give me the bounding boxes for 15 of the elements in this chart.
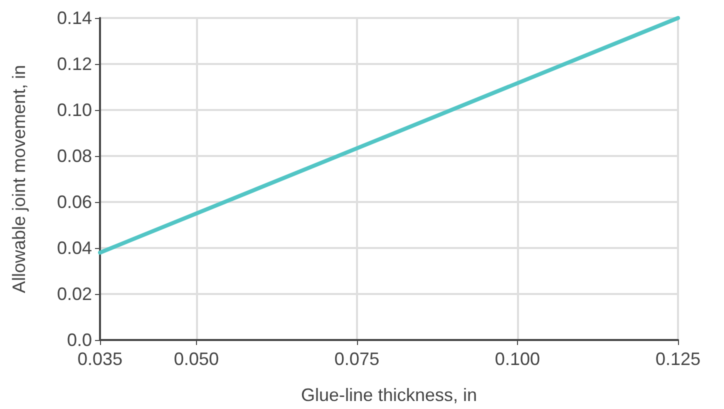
y-tick-label: 0.02 [56, 284, 92, 304]
x-tick-label: 0.050 [174, 349, 219, 369]
y-tick-label: 0.08 [56, 146, 92, 166]
y-tick-label: 0.04 [56, 238, 92, 258]
x-tick-label: 0.075 [334, 349, 380, 369]
y-tick-label: 0.10 [56, 100, 92, 120]
y-tick-label: 0.06 [56, 192, 92, 212]
x-tick-label: 0.125 [655, 349, 701, 369]
y-tick-label: 0.12 [56, 54, 92, 74]
y-tick-label: 0.0 [66, 330, 92, 350]
x-tick-label: 0.100 [494, 349, 540, 369]
x-tick-label: 0.035 [77, 349, 123, 369]
y-tick-label: 0.14 [56, 8, 92, 28]
y-axis-title: Allowable joint movement, in [9, 64, 29, 294]
x-axis-title: Glue-line thickness, in [300, 385, 478, 405]
